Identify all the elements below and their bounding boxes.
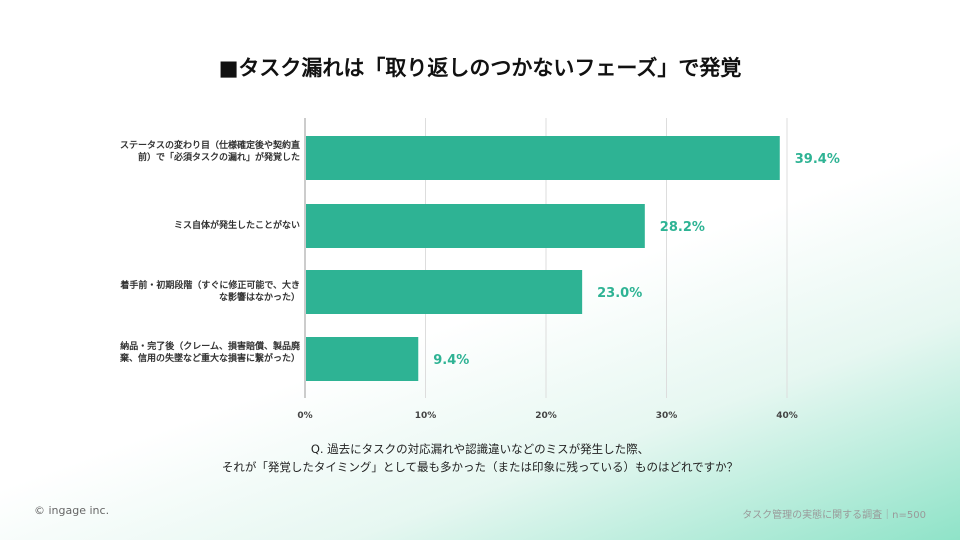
data-label: 28.2% (660, 220, 705, 235)
bar (306, 337, 419, 381)
data-label: 39.4% (795, 152, 840, 167)
survey-footer: タスク管理の実態に関する調査｜n=500 (742, 510, 926, 521)
category-label: 納品・完了後（クレーム、損害賠償、製品廃棄、信用の失墜など重大な損害に繋がった） (119, 342, 300, 364)
category-label: ステータスの変わり目（仕様確定後や契約直前）で「必須タスクの漏れ」が発覚した (119, 141, 300, 163)
tick-label: 40% (776, 411, 798, 421)
category-label: ミス自体が発生したことがない (173, 221, 300, 231)
copyright: © ingage inc. (34, 504, 110, 517)
bar (306, 136, 780, 180)
category-label: 着手前・初期段階（すぐに修正可能で、大きな影響はなかった） (120, 281, 300, 303)
question-line-1: Q. 過去にタスクの対応漏れや認識違いなどのミスが発生した際、 (310, 442, 650, 456)
tick-label: 20% (535, 411, 557, 421)
data-label: 9.4% (433, 353, 469, 368)
survey-question: Q. 過去にタスクの対応漏れや認識違いなどのミスが発生した際、 それが「発覚した… (0, 440, 960, 476)
tick-label: 0% (297, 411, 312, 421)
chart-title: ■タスク漏れは「取り返しのつかないフェーズ」で発覚 (218, 56, 742, 80)
bar (306, 204, 645, 248)
tick-label: 10% (415, 411, 437, 421)
data-label: 23.0% (597, 286, 642, 301)
tick-label: 30% (656, 411, 678, 421)
bar (306, 270, 583, 314)
question-line-2: それが「発覚したタイミング」として最も多かった（または印象に残っている）ものはど… (221, 460, 739, 474)
